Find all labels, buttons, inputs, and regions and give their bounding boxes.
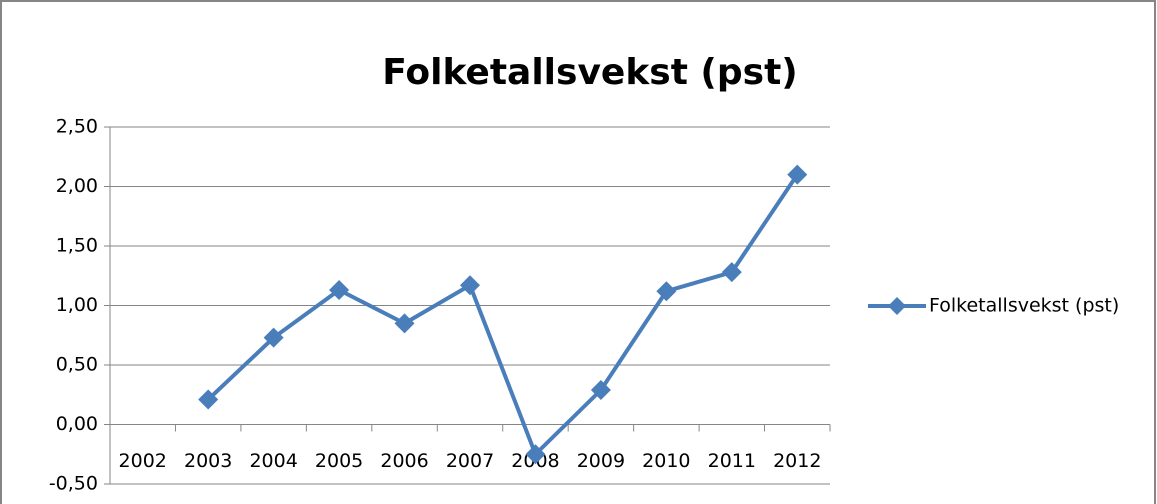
x-tick-label: 2011	[708, 450, 756, 472]
data-point	[329, 280, 350, 301]
legend-marker	[888, 297, 906, 315]
y-tick-label: -0,50	[49, 473, 98, 495]
data-point	[721, 262, 742, 283]
x-tick-label: 2007	[446, 450, 494, 472]
y-tick-label: 1,00	[56, 294, 98, 316]
y-tick-label: 0,00	[56, 413, 98, 435]
x-tick-label: 2009	[577, 450, 625, 472]
series-line	[206, 173, 799, 457]
chart-title: Folketallsvekst (pst)	[382, 52, 798, 93]
y-tick-label: 0,50	[56, 354, 98, 376]
y-tick-label: 2,00	[56, 175, 98, 197]
x-tick-label: 2006	[380, 450, 428, 472]
data-point	[525, 444, 546, 465]
data-point	[787, 164, 808, 185]
x-tick-label: 2004	[249, 450, 297, 472]
data-point	[394, 313, 415, 334]
x-tick-label: 2012	[773, 450, 821, 472]
data-point	[656, 281, 677, 302]
y-tick-label: 2,50	[56, 116, 98, 138]
y-tick-label: 1,50	[56, 235, 98, 257]
x-tick-label: 2002	[119, 450, 167, 472]
data-point	[198, 389, 219, 410]
x-tick-label: 2010	[642, 450, 690, 472]
x-tick-label: 2005	[315, 450, 363, 472]
data-point	[460, 275, 480, 296]
legend-label: Folketallsvekst (pst)	[929, 295, 1119, 317]
data-point	[263, 327, 284, 348]
x-tick-label: 2003	[184, 450, 232, 472]
data-point	[590, 379, 611, 400]
